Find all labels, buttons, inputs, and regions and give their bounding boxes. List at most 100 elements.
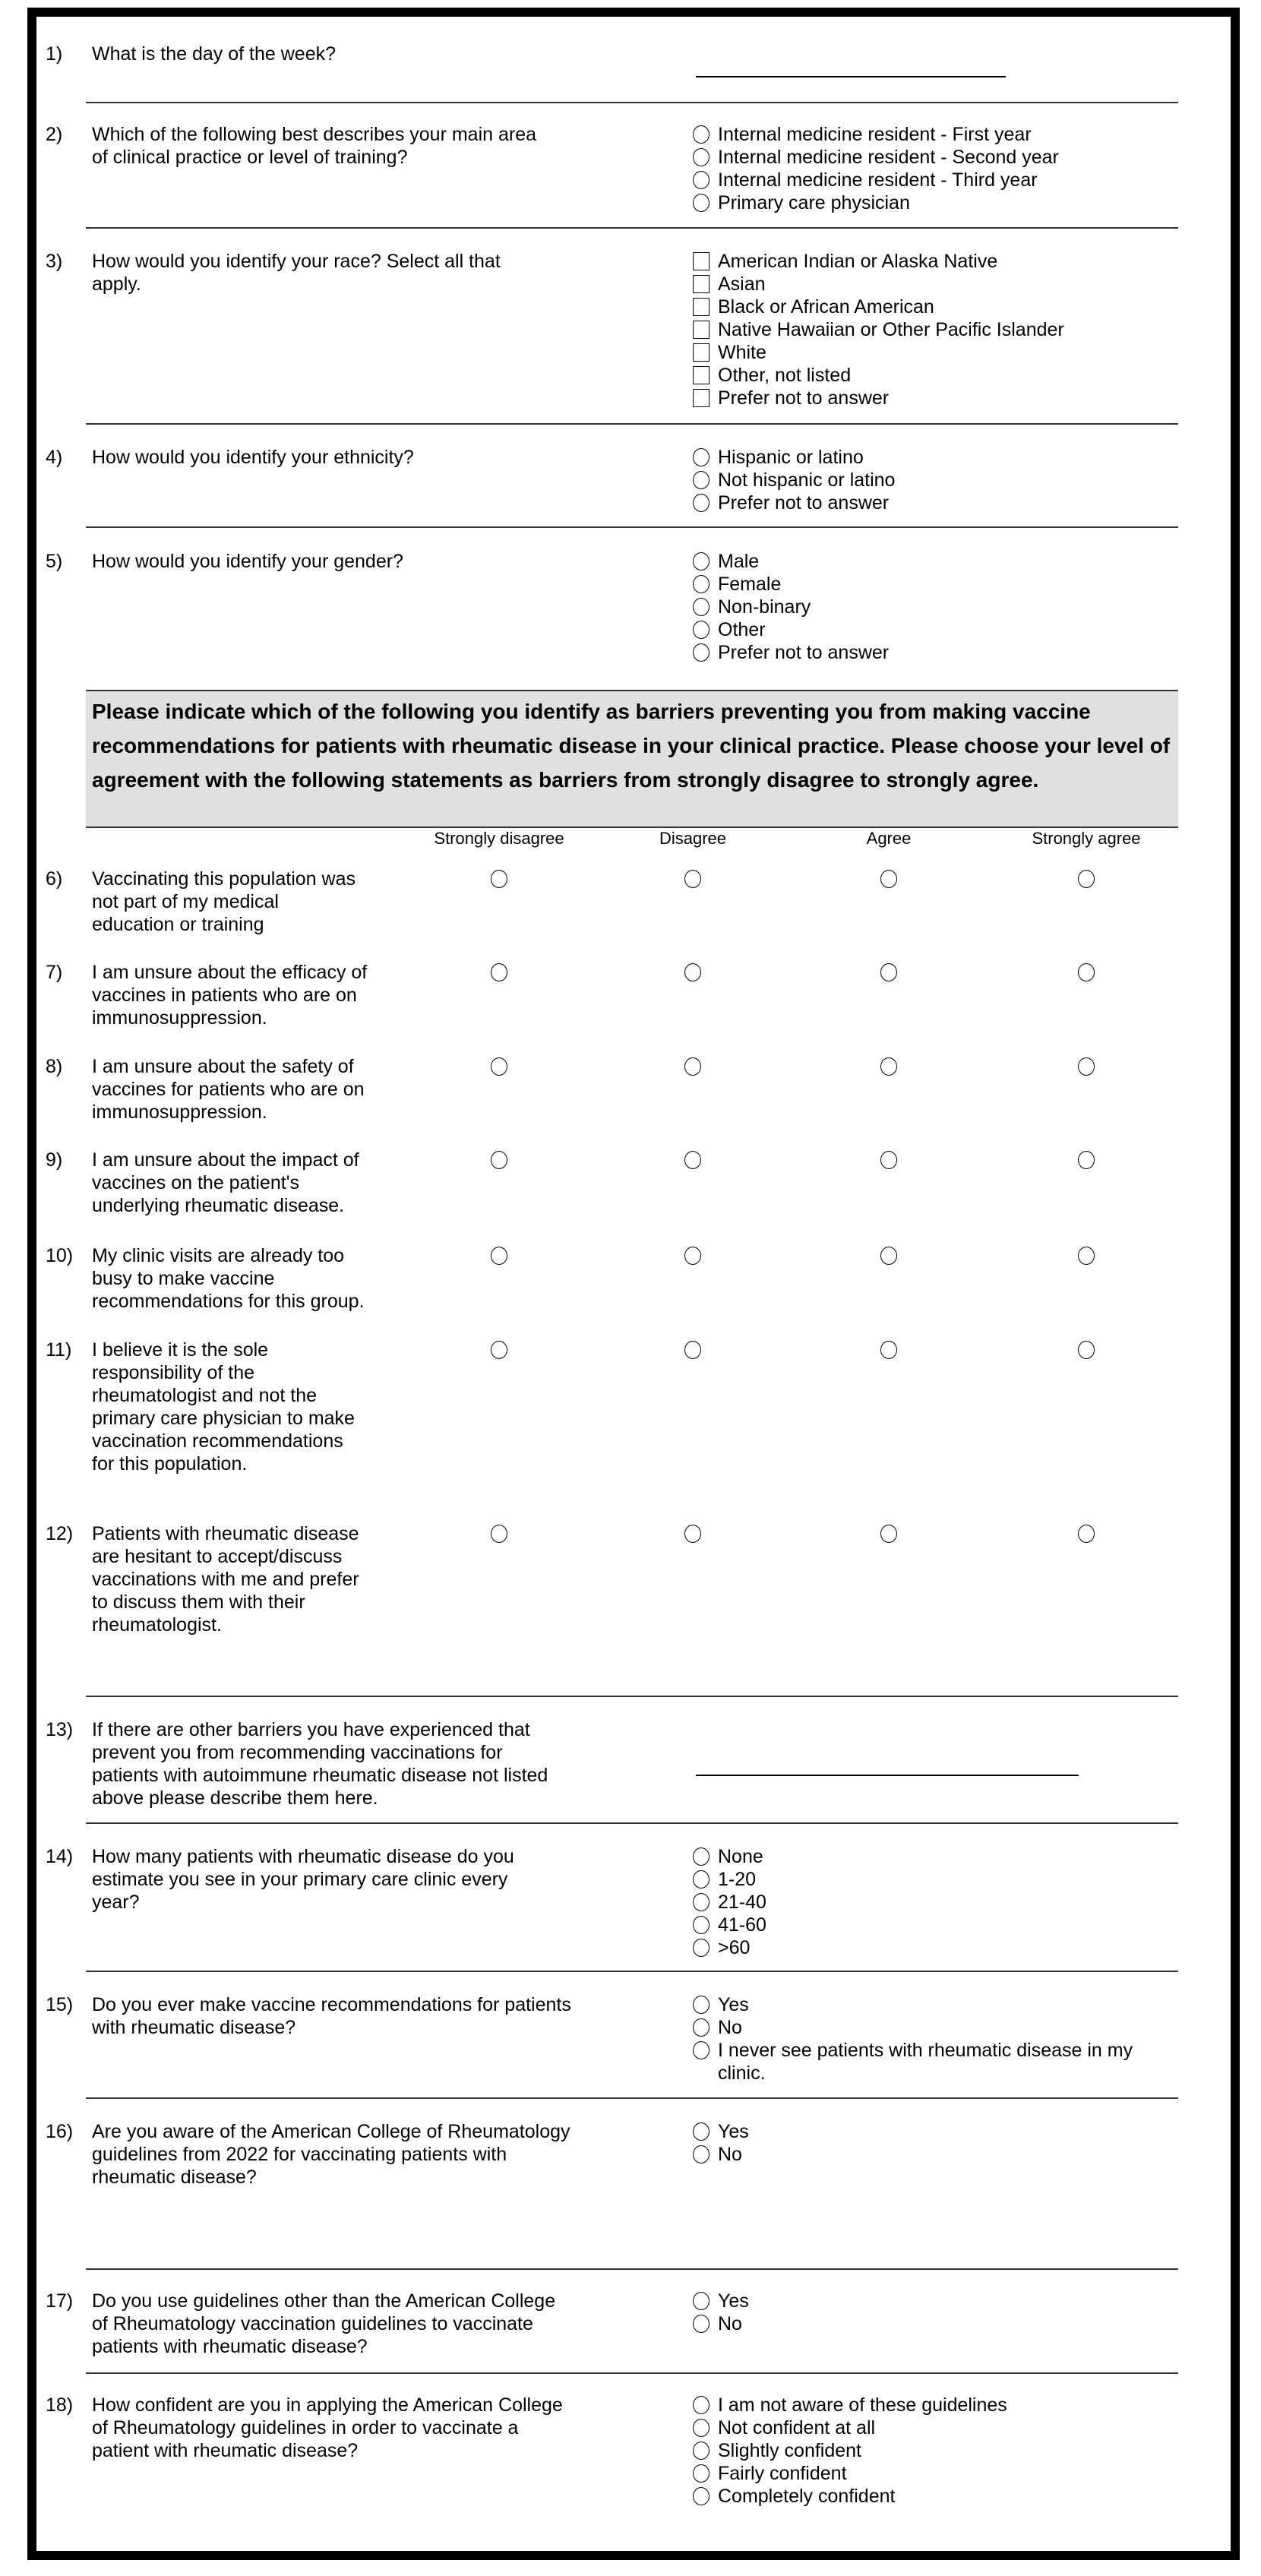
option-item[interactable]: Other, not listed bbox=[693, 364, 1064, 387]
radio-icon[interactable] bbox=[693, 1847, 710, 1866]
option-item[interactable]: No bbox=[693, 2312, 749, 2335]
option-item[interactable]: Male bbox=[693, 550, 889, 573]
checkbox-icon[interactable] bbox=[693, 252, 710, 270]
option-item[interactable]: I never see patients with rheumatic dise… bbox=[693, 2039, 1133, 2085]
checkbox-icon[interactable] bbox=[693, 389, 710, 407]
radio-icon[interactable] bbox=[693, 1893, 710, 1911]
option-item[interactable]: Internal medicine resident - First year bbox=[693, 123, 1059, 146]
option-item[interactable]: Prefer not to answer bbox=[693, 641, 889, 664]
likert-radio[interactable] bbox=[684, 963, 701, 981]
checkbox-icon[interactable] bbox=[693, 321, 710, 339]
radio-icon[interactable] bbox=[693, 2442, 710, 2460]
radio-icon[interactable] bbox=[693, 2018, 710, 2037]
likert-radio[interactable] bbox=[684, 1341, 701, 1359]
option-item[interactable]: Asian bbox=[693, 273, 1064, 296]
radio-icon[interactable] bbox=[693, 148, 710, 166]
likert-radio[interactable] bbox=[491, 963, 507, 981]
radio-icon[interactable] bbox=[693, 575, 710, 593]
likert-radio[interactable] bbox=[491, 1057, 507, 1076]
option-item[interactable]: 41-60 bbox=[693, 1914, 766, 1936]
radio-icon[interactable] bbox=[693, 1939, 710, 1957]
answer-blank-line[interactable] bbox=[696, 1775, 1079, 1776]
radio-icon[interactable] bbox=[693, 2464, 710, 2483]
option-item[interactable]: 1-20 bbox=[693, 1868, 766, 1891]
option-item[interactable]: No bbox=[693, 2016, 1133, 2039]
radio-icon[interactable] bbox=[693, 2292, 710, 2310]
option-item[interactable]: Other bbox=[693, 618, 889, 641]
likert-radio[interactable] bbox=[1078, 1247, 1095, 1265]
radio-icon[interactable] bbox=[693, 598, 710, 616]
option-item[interactable]: Fairly confident bbox=[693, 2462, 1007, 2485]
likert-radio[interactable] bbox=[1078, 1057, 1095, 1076]
option-item[interactable]: Completely confident bbox=[693, 2485, 1007, 2508]
radio-icon[interactable] bbox=[693, 494, 710, 512]
option-item[interactable]: Slightly confident bbox=[693, 2439, 1007, 2462]
option-item[interactable]: 21-40 bbox=[693, 1891, 766, 1914]
radio-icon[interactable] bbox=[693, 2396, 710, 2414]
radio-icon[interactable] bbox=[693, 194, 710, 212]
option-item[interactable]: American Indian or Alaska Native bbox=[693, 250, 1064, 273]
option-item[interactable]: Non-binary bbox=[693, 596, 889, 618]
likert-radio[interactable] bbox=[880, 1341, 897, 1359]
option-item[interactable]: Not confident at all bbox=[693, 2416, 1007, 2439]
radio-icon[interactable] bbox=[693, 2315, 710, 2333]
likert-radio[interactable] bbox=[880, 1151, 897, 1169]
likert-radio[interactable] bbox=[880, 1525, 897, 1543]
option-item[interactable]: None bbox=[693, 1845, 766, 1868]
checkbox-icon[interactable] bbox=[693, 275, 710, 293]
radio-icon[interactable] bbox=[693, 1996, 710, 2014]
answer-blank-line[interactable] bbox=[696, 76, 1006, 77]
likert-radio[interactable] bbox=[491, 1525, 507, 1543]
likert-radio[interactable] bbox=[491, 870, 507, 888]
option-item[interactable]: Prefer not to answer bbox=[693, 387, 1064, 409]
option-item[interactable]: Primary care physician bbox=[693, 191, 1059, 214]
option-item[interactable]: Black or African American bbox=[693, 296, 1064, 318]
likert-radio[interactable] bbox=[684, 870, 701, 888]
likert-radio[interactable] bbox=[1078, 1151, 1095, 1169]
radio-icon[interactable] bbox=[693, 125, 710, 144]
checkbox-icon[interactable] bbox=[693, 343, 710, 362]
option-item[interactable]: Internal medicine resident - Second year bbox=[693, 146, 1059, 169]
option-item[interactable]: Female bbox=[693, 573, 889, 596]
likert-radio[interactable] bbox=[491, 1247, 507, 1265]
likert-radio[interactable] bbox=[684, 1247, 701, 1265]
radio-icon[interactable] bbox=[693, 2419, 710, 2437]
radio-icon[interactable] bbox=[693, 1916, 710, 1934]
likert-radio[interactable] bbox=[1078, 870, 1095, 888]
option-item[interactable]: Yes bbox=[693, 2290, 749, 2312]
radio-icon[interactable] bbox=[693, 448, 710, 466]
checkbox-icon[interactable] bbox=[693, 298, 710, 316]
likert-radio[interactable] bbox=[1078, 1525, 1095, 1543]
radio-icon[interactable] bbox=[693, 643, 710, 662]
radio-icon[interactable] bbox=[693, 2122, 710, 2141]
likert-radio[interactable] bbox=[1078, 1341, 1095, 1359]
radio-icon[interactable] bbox=[693, 621, 710, 639]
option-item[interactable]: White bbox=[693, 341, 1064, 364]
likert-radio[interactable] bbox=[684, 1057, 701, 1076]
radio-icon[interactable] bbox=[693, 471, 710, 489]
likert-radio[interactable] bbox=[880, 1247, 897, 1265]
likert-radio[interactable] bbox=[880, 870, 897, 888]
radio-icon[interactable] bbox=[693, 2041, 710, 2059]
radio-icon[interactable] bbox=[693, 1870, 710, 1889]
option-item[interactable]: Prefer not to answer bbox=[693, 491, 895, 514]
likert-radio[interactable] bbox=[1078, 963, 1095, 981]
likert-radio[interactable] bbox=[880, 1057, 897, 1076]
radio-icon[interactable] bbox=[693, 552, 710, 571]
likert-radio[interactable] bbox=[491, 1341, 507, 1359]
option-item[interactable]: >60 bbox=[693, 1936, 766, 1959]
radio-icon[interactable] bbox=[693, 2145, 710, 2164]
checkbox-icon[interactable] bbox=[693, 366, 710, 384]
option-item[interactable]: Not hispanic or latino bbox=[693, 469, 895, 491]
radio-icon[interactable] bbox=[693, 171, 710, 189]
option-item[interactable]: Hispanic or latino bbox=[693, 446, 895, 469]
likert-radio[interactable] bbox=[491, 1151, 507, 1169]
likert-radio[interactable] bbox=[880, 963, 897, 981]
option-item[interactable]: I am not aware of these guidelines bbox=[693, 2394, 1007, 2416]
option-item[interactable]: Internal medicine resident - Third year bbox=[693, 169, 1059, 191]
likert-radio[interactable] bbox=[684, 1151, 701, 1169]
option-item[interactable]: Native Hawaiian or Other Pacific Islande… bbox=[693, 318, 1064, 341]
radio-icon[interactable] bbox=[693, 2487, 710, 2505]
option-item[interactable]: Yes bbox=[693, 1993, 1133, 2016]
likert-radio[interactable] bbox=[684, 1525, 701, 1543]
